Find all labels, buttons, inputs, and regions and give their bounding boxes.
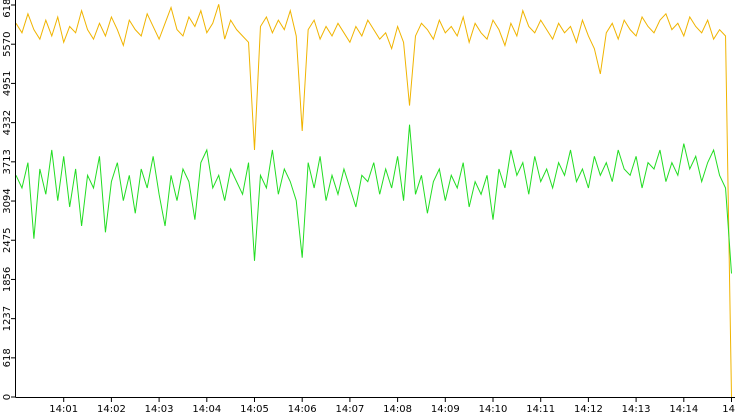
y-tick-label: 6189 xyxy=(2,0,13,18)
x-tick-label: 14:01 xyxy=(49,404,78,415)
y-tick-label: 3713 xyxy=(2,149,13,174)
series-line xyxy=(15,124,732,274)
series-line xyxy=(15,4,732,398)
y-tick-label: 1237 xyxy=(2,306,13,331)
y-tick-label: 618 xyxy=(2,348,13,367)
y-tick-label: 1856 xyxy=(2,267,13,292)
y-tick-label: 5570 xyxy=(2,31,13,56)
x-tick-label: 14 xyxy=(722,404,735,415)
x-tick-label: 14:08 xyxy=(383,404,412,415)
x-tick-label: 14:07 xyxy=(335,404,364,415)
y-tick-label: 4951 xyxy=(2,71,13,96)
x-tick-label: 14:09 xyxy=(431,404,460,415)
y-tick-label: 0 xyxy=(2,394,13,400)
y-tick-label: 2475 xyxy=(2,228,13,253)
x-tick-label: 14:14 xyxy=(669,404,698,415)
y-tick-label: 4332 xyxy=(2,110,13,135)
x-tick-label: 14:02 xyxy=(97,404,126,415)
x-tick-label: 14:11 xyxy=(526,404,555,415)
x-tick-label: 14:03 xyxy=(145,404,174,415)
x-tick-label: 14:05 xyxy=(240,404,269,415)
x-tick-label: 14:06 xyxy=(288,404,317,415)
x-tick-label: 14:10 xyxy=(479,404,508,415)
y-tick-label: 3094 xyxy=(2,188,13,213)
x-tick-label: 14:12 xyxy=(574,404,603,415)
x-tick-label: 14:13 xyxy=(622,404,651,415)
x-tick-label: 14:04 xyxy=(192,404,221,415)
